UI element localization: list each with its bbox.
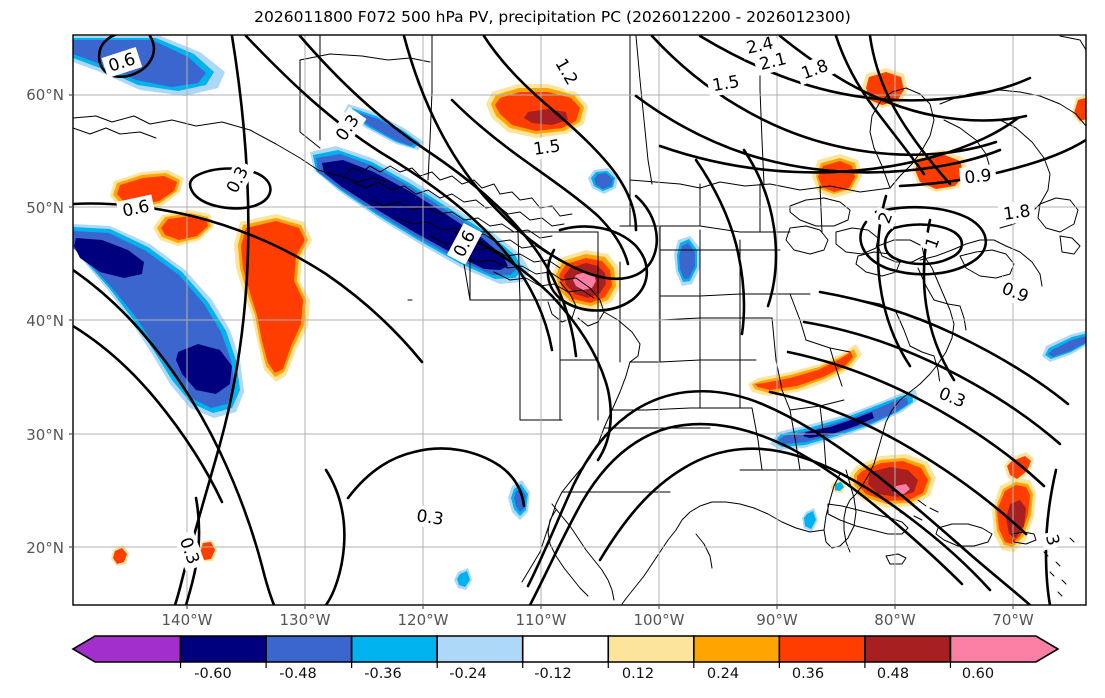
axis-ticks	[69, 94, 1014, 609]
shade-blob-baja-cyan	[508, 480, 530, 520]
contour-label-bg	[931, 381, 973, 415]
contour-label-bg	[328, 106, 367, 149]
shade-blob-bahamas	[850, 454, 936, 508]
ytick-label-2: 40°N	[26, 312, 64, 330]
colorbar-tick-2: -0.36	[364, 666, 402, 682]
xtick-label-1: 130°W	[279, 611, 331, 629]
shade-blob-atlantic-sliver	[1042, 330, 1086, 362]
contour-label-bg	[410, 504, 450, 531]
ytick-label-1: 50°N	[26, 199, 64, 217]
map-gridlines	[73, 35, 1086, 605]
xtick-label-2: 120°W	[397, 611, 449, 629]
shade-blob-small-cyan-sw	[454, 568, 472, 590]
contour-label-bg	[794, 53, 836, 86]
colorbar-tick-1: -0.48	[279, 666, 317, 682]
contour-label-bg	[116, 194, 156, 223]
contour-label-19: 3	[1041, 532, 1063, 548]
contour-label-bg	[527, 134, 567, 161]
chart-title: 2026011800 F072 500 hPa PV, precipitatio…	[254, 8, 851, 26]
contour-label-bg	[446, 222, 483, 265]
shade-blob-pacific-orange-2	[153, 210, 214, 246]
contour-label-bg	[101, 46, 143, 79]
xtick-label-6: 80°W	[874, 611, 916, 629]
contour-label-bg	[706, 70, 746, 97]
contour-label-12: 1.8	[1002, 201, 1032, 225]
contour-label-17: 0.3	[415, 506, 445, 530]
contour-label-bg	[219, 158, 256, 201]
colorbar-tick-9: 0.60	[961, 666, 995, 682]
ytick-label-3: 30°N	[26, 426, 64, 444]
colorbar-tick-4: -0.12	[534, 666, 572, 682]
ytick-label-0: 60°N	[26, 86, 64, 104]
shade-blob-yucatan	[830, 479, 846, 493]
colorbar-tick-0: -0.60	[194, 666, 232, 682]
contour-label-bg	[997, 199, 1037, 226]
contour-label-bg	[548, 50, 585, 93]
shade-blob-tiny-fl	[802, 508, 818, 532]
shade-blob-alberta-small	[588, 168, 618, 194]
contour-label-6: 1.5	[711, 72, 741, 96]
contour-label-5: 1.5	[532, 136, 562, 160]
shade-blob-small-orange-a	[111, 545, 129, 566]
contour-label-bg	[994, 276, 1036, 310]
ytick-label-4: 20°N	[26, 539, 64, 557]
contour-label-bg	[919, 231, 946, 254]
xtick-label-7: 70°W	[992, 611, 1034, 629]
xtick-label-0: 140°W	[161, 611, 213, 629]
colorbar-tick-6: 0.24	[706, 666, 740, 682]
colorbar-tick-8: 0.48	[876, 666, 910, 682]
shade-blob-yukon-sliver	[344, 104, 424, 150]
contour-label-bg	[872, 206, 899, 229]
xtick-label-5: 90°W	[756, 611, 798, 629]
shade-blob-alaska-orange	[486, 84, 588, 138]
xtick-label-4: 100°W	[633, 611, 685, 629]
colorbar-tick-7: 0.36	[791, 666, 825, 682]
map-content: 0.60.30.30.61.21.51.52.42.1 1.80.60.91.82…	[73, 35, 1086, 605]
contour-label-bg	[173, 530, 206, 572]
colorbar-tick-3: -0.24	[449, 666, 487, 682]
colorbar-tick-5: 0.12	[621, 666, 655, 682]
xtick-label-3: 110°W	[515, 611, 567, 629]
contour-label-bg	[752, 46, 793, 77]
contour-label-11: 0.9	[964, 166, 993, 189]
contour-label-bg	[1040, 529, 1065, 551]
contour-label-bg	[958, 164, 997, 189]
shade-blob-offshore-ca	[234, 214, 312, 382]
